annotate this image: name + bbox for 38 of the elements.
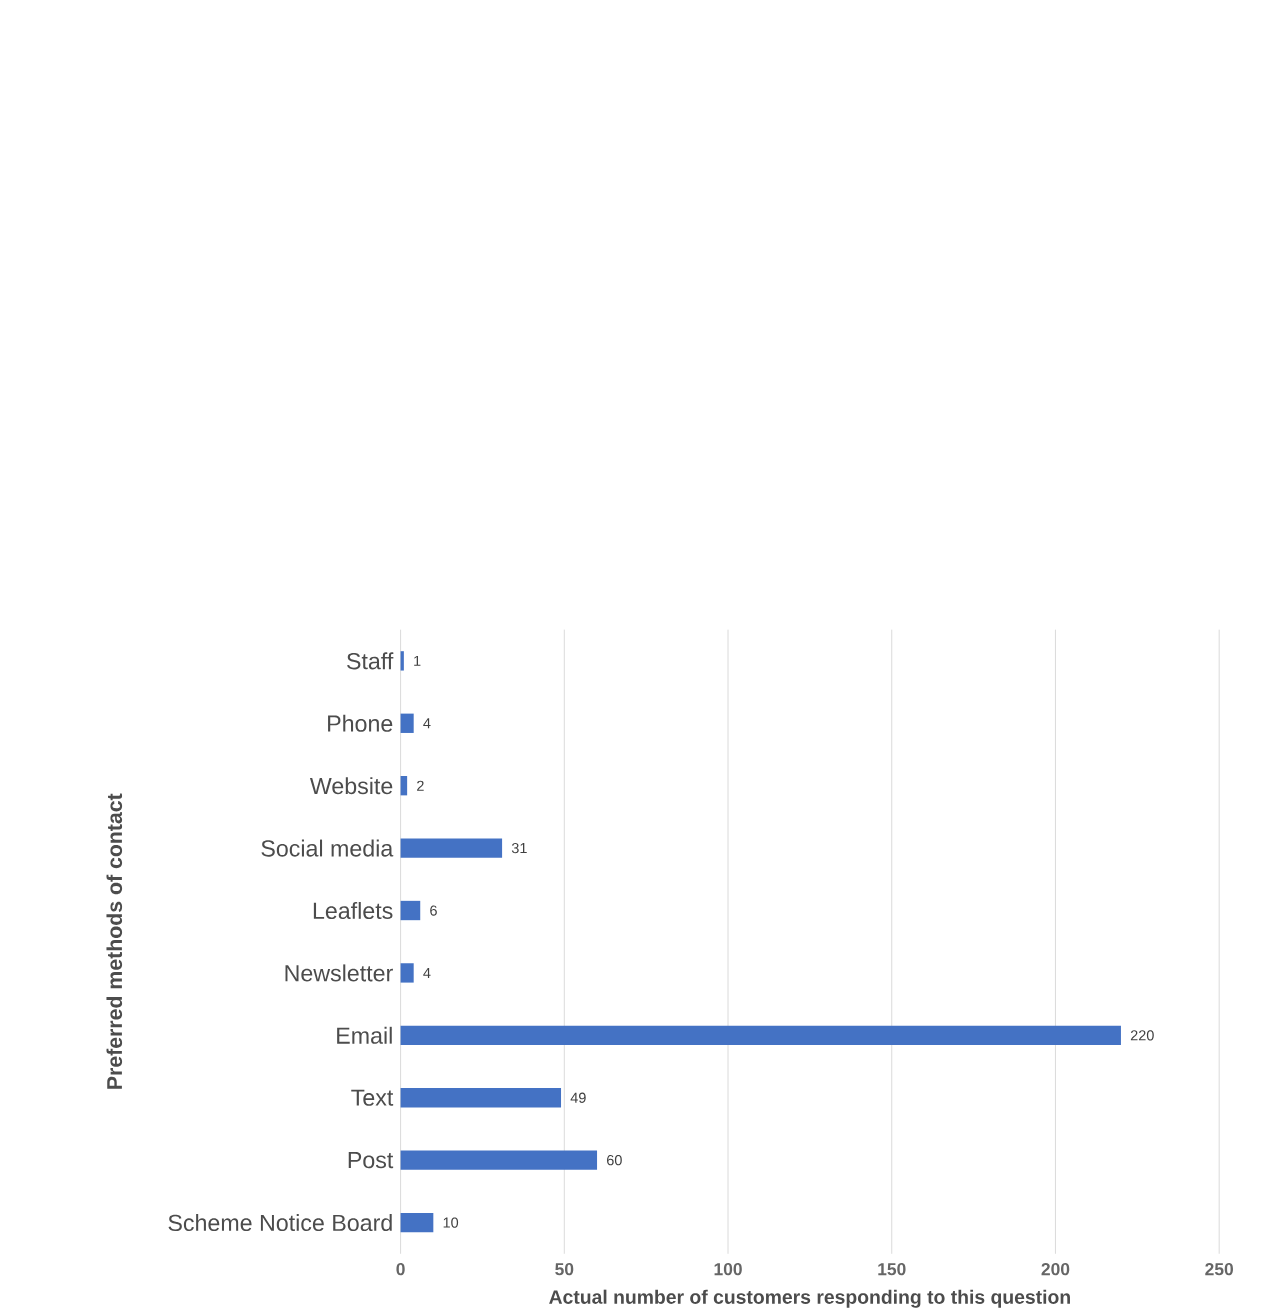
y-tick-label: Leaflets bbox=[314, 901, 393, 920]
x-axis-title: Actual number of customers responding to this question bbox=[549, 1289, 1071, 1308]
bar bbox=[400, 776, 408, 796]
bar bbox=[400, 838, 503, 858]
data-label: 4 bbox=[423, 967, 431, 978]
data-label: 31 bbox=[512, 842, 527, 854]
y-tick-label: Email bbox=[337, 1026, 393, 1044]
data-label: 6 bbox=[430, 905, 438, 916]
x-tick-label: 250 bbox=[1205, 1262, 1234, 1276]
bar bbox=[400, 1025, 1122, 1046]
data-label: 49 bbox=[570, 1092, 586, 1103]
x-tick-label: 50 bbox=[555, 1262, 574, 1276]
bar bbox=[400, 651, 405, 671]
data-label: 4 bbox=[423, 718, 431, 729]
bar bbox=[400, 1212, 434, 1233]
y-tick-label: Post bbox=[349, 1152, 394, 1169]
data-label: 10 bbox=[443, 1217, 459, 1228]
y-tick-label: Scheme Notice Board bbox=[168, 1214, 393, 1232]
y-tick-label: Website bbox=[310, 777, 393, 795]
data-label: 220 bbox=[1131, 1030, 1155, 1041]
y-axis-title: Preferred methods of contact bbox=[106, 793, 123, 1089]
x-tick-label: 200 bbox=[1041, 1262, 1070, 1276]
bar bbox=[400, 1088, 562, 1108]
y-tick-label: Text bbox=[351, 1089, 394, 1106]
bar bbox=[400, 1150, 598, 1170]
bar bbox=[400, 963, 414, 983]
y-tick-label: Phone bbox=[328, 714, 393, 732]
bar bbox=[400, 713, 414, 733]
y-tick-label: Social media bbox=[261, 839, 394, 857]
data-label: 60 bbox=[607, 1155, 623, 1166]
y-tick-label: Newsletter bbox=[285, 964, 394, 982]
data-label: 2 bbox=[417, 780, 424, 791]
x-tick-label: 100 bbox=[714, 1262, 743, 1276]
bar bbox=[400, 900, 421, 921]
y-tick-label: Staff bbox=[347, 652, 394, 670]
x-tick-label: 0 bbox=[396, 1262, 405, 1276]
data-label: 1 bbox=[414, 655, 421, 666]
x-tick-label: 150 bbox=[878, 1262, 906, 1276]
